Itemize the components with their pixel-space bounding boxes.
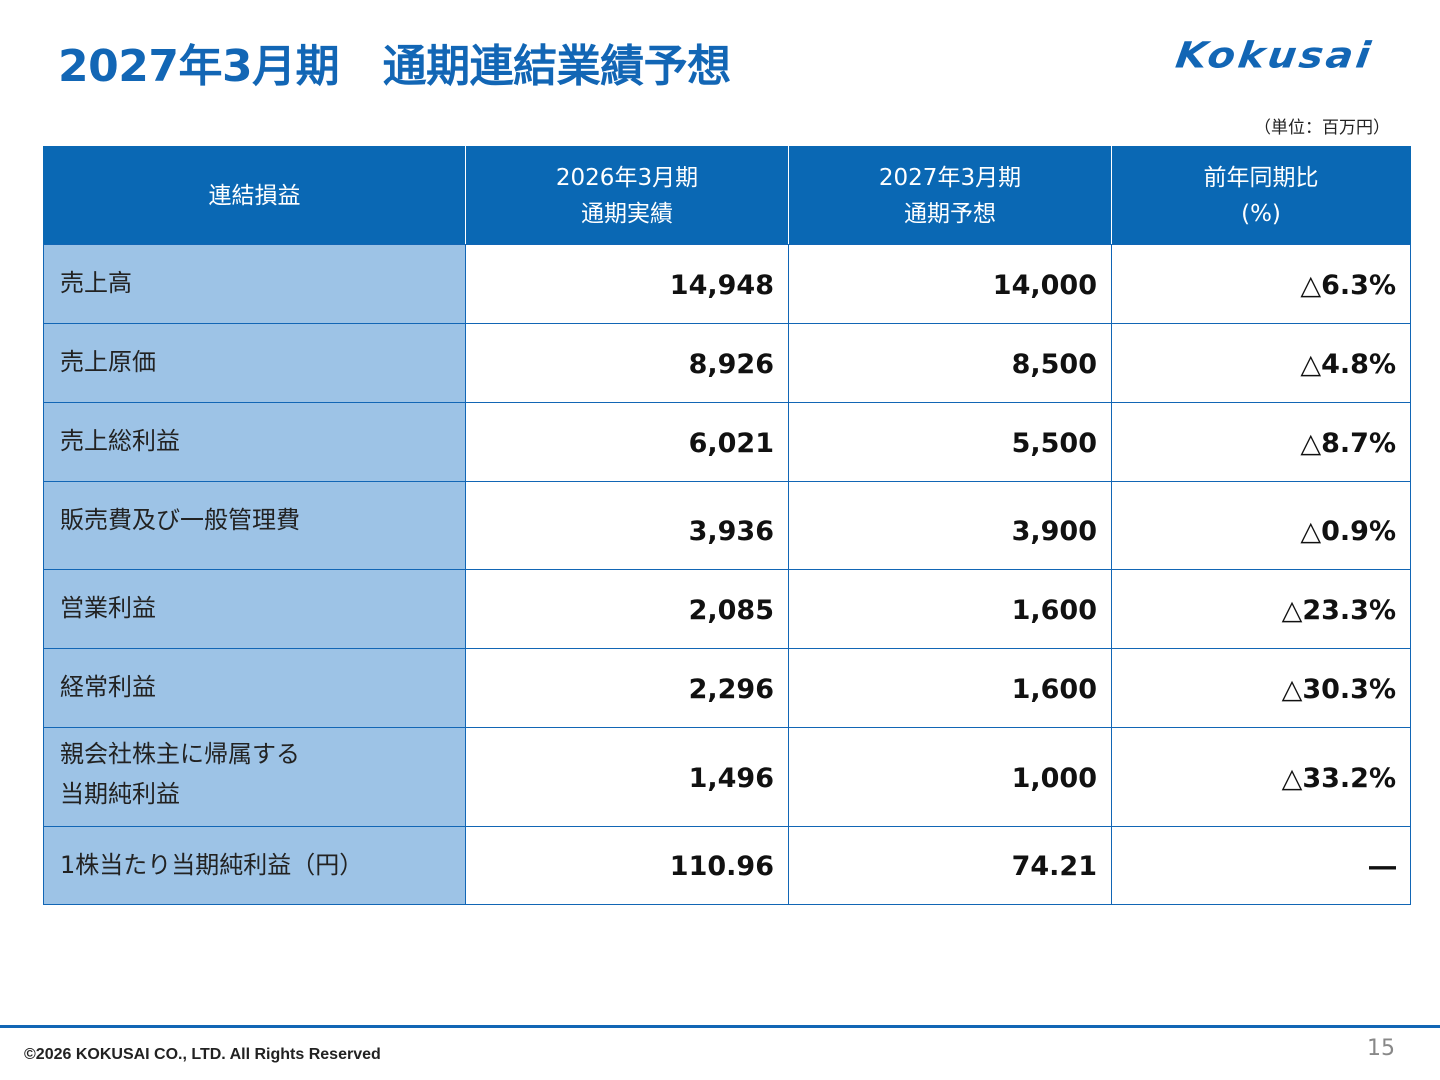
forecast-value: 8,500 — [788, 323, 1112, 403]
row-label: 親会社株主に帰属する 当期純利益 — [43, 727, 466, 827]
consolidated-forecast-table: 連結損益 2026年3月期 通期実績 2027年3月期 通期予想 前年同期比 (… — [43, 146, 1411, 905]
yoy-value: △0.9% — [1111, 481, 1411, 570]
table-row: 経常利益 2,296 1,600 △30.3% — [43, 648, 1411, 728]
yoy-value: ― — [1111, 826, 1411, 905]
yoy-value: △6.3% — [1111, 244, 1411, 324]
yoy-value: △33.2% — [1111, 727, 1411, 827]
row-label: 販売費及び一般管理費 — [43, 481, 466, 570]
header-line1: 2026年3月期 — [555, 164, 699, 191]
header-fy2027-forecast: 2027年3月期 通期予想 — [788, 146, 1112, 245]
table-row: 売上原価 8,926 8,500 △4.8% — [43, 323, 1411, 403]
page-number: 15 — [1367, 1036, 1395, 1061]
table-row: 販売費及び一般管理費 3,936 3,900 △0.9% — [43, 481, 1411, 570]
actual-value: 2,296 — [465, 648, 789, 728]
forecast-value: 74.21 — [788, 826, 1112, 905]
header-line2: 通期実績 — [581, 200, 673, 227]
row-label: 売上総利益 — [43, 402, 466, 482]
header-line1: 連結損益 — [208, 182, 301, 209]
row-label-line1: 親会社株主に帰属する — [60, 740, 300, 768]
actual-value: 3,936 — [465, 481, 789, 570]
forecast-value: 3,900 — [788, 481, 1112, 570]
forecast-value: 1,000 — [788, 727, 1112, 827]
yoy-value: △30.3% — [1111, 648, 1411, 728]
actual-value: 14,948 — [465, 244, 789, 324]
header-line1: 2027年3月期 — [878, 164, 1022, 191]
yoy-value: △4.8% — [1111, 323, 1411, 403]
table-row: 1株当たり当期純利益（円） 110.96 74.21 ― — [43, 826, 1411, 905]
actual-value: 110.96 — [465, 826, 789, 905]
forecast-value: 1,600 — [788, 569, 1112, 649]
header-line1: 前年同期比 — [1203, 164, 1319, 191]
header-line2: 通期予想 — [904, 200, 996, 227]
row-label-line2: 当期純利益 — [60, 780, 180, 808]
table-row: 営業利益 2,085 1,600 △23.3% — [43, 569, 1411, 649]
table-row: 親会社株主に帰属する 当期純利益 1,496 1,000 △33.2% — [43, 727, 1411, 827]
forecast-value: 14,000 — [788, 244, 1112, 324]
forecast-value: 1,600 — [788, 648, 1112, 728]
table-row: 売上総利益 6,021 5,500 △8.7% — [43, 402, 1411, 482]
copyright-notice: ©2026 KOKUSAI CO., LTD. All Rights Reser… — [24, 1046, 381, 1063]
row-label: 経常利益 — [43, 648, 466, 728]
footer-divider — [0, 1025, 1440, 1028]
actual-value: 6,021 — [465, 402, 789, 482]
page-title: 2027年3月期 通期連結業績予想 — [58, 41, 731, 92]
kokusai-logo: Kokusai — [1173, 35, 1376, 77]
forecast-value: 5,500 — [788, 402, 1112, 482]
table-header-row: 連結損益 2026年3月期 通期実績 2027年3月期 通期予想 前年同期比 (… — [43, 146, 1411, 245]
unit-note: （単位：百万円） — [1254, 118, 1390, 138]
actual-value: 1,496 — [465, 727, 789, 827]
actual-value: 8,926 — [465, 323, 789, 403]
yoy-value: △8.7% — [1111, 402, 1411, 482]
header-fy2026-actual: 2026年3月期 通期実績 — [465, 146, 789, 245]
row-label: 営業利益 — [43, 569, 466, 649]
actual-value: 2,085 — [465, 569, 789, 649]
yoy-value: △23.3% — [1111, 569, 1411, 649]
header-yoy: 前年同期比 (%) — [1111, 146, 1411, 245]
row-label: 売上原価 — [43, 323, 466, 403]
table-row: 売上高 14,948 14,000 △6.3% — [43, 244, 1411, 324]
row-label: 1株当たり当期純利益（円） — [43, 826, 466, 905]
header-item: 連結損益 — [43, 146, 466, 245]
header-line2: (%) — [1241, 200, 1281, 227]
row-label: 売上高 — [43, 244, 466, 324]
